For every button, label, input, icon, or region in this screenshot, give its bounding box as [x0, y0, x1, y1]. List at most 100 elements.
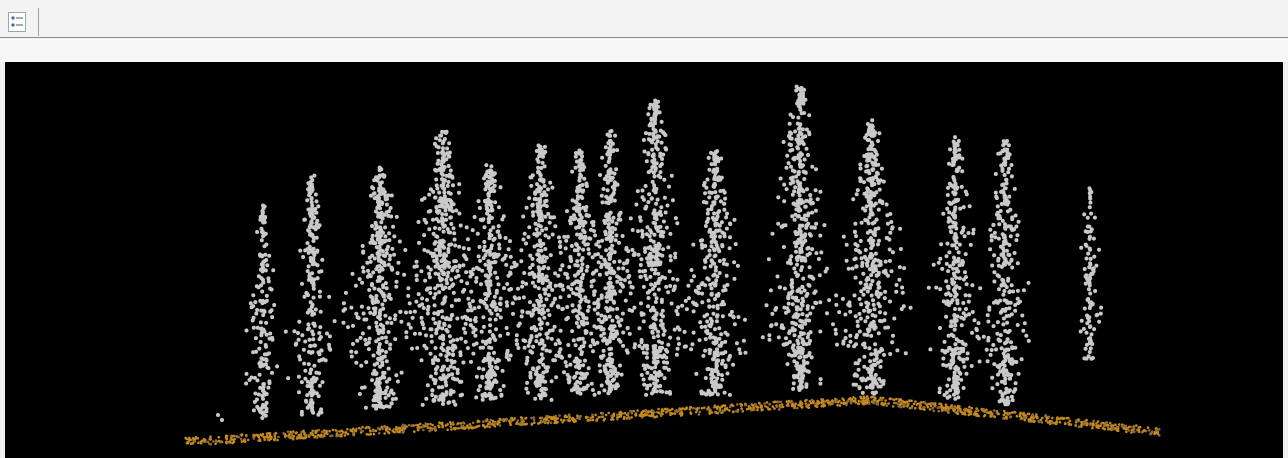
vegetation-point	[662, 376, 667, 381]
vegetation-point	[260, 230, 264, 234]
legend-button[interactable]	[8, 12, 26, 32]
ground-point	[1106, 425, 1110, 429]
vegetation-point	[650, 140, 654, 145]
vegetation-point	[723, 339, 728, 344]
vegetation-point	[526, 235, 531, 239]
ground-point	[274, 432, 278, 435]
vegetation-point	[719, 332, 724, 337]
vegetation-point	[453, 243, 458, 248]
ground-point	[908, 399, 912, 403]
vegetation-point	[416, 292, 421, 297]
ground-point	[986, 411, 989, 414]
vegetation-point	[611, 215, 616, 220]
ground-point	[229, 434, 233, 438]
vegetation-point	[367, 288, 372, 292]
vegetation-point	[495, 229, 500, 234]
vegetation-point	[442, 186, 447, 191]
ground-point	[454, 426, 457, 430]
vegetation-point	[457, 182, 462, 187]
vegetation-point	[615, 274, 620, 279]
ground-point	[344, 431, 348, 435]
vegetation-point	[443, 205, 448, 210]
vegetation-point	[562, 370, 566, 375]
vegetation-point	[445, 263, 450, 267]
vegetation-point	[449, 304, 454, 308]
vegetation-point	[251, 350, 256, 355]
vegetation-point	[447, 346, 452, 351]
vegetation-point	[389, 266, 394, 271]
ground-point	[1133, 427, 1136, 431]
vegetation-point	[384, 202, 389, 207]
vegetation-point	[395, 379, 400, 384]
ground-point	[303, 431, 306, 435]
vegetation-point	[719, 341, 724, 345]
vegetation-point	[647, 192, 652, 197]
ground-point	[1140, 431, 1144, 434]
vegetation-point	[484, 297, 488, 302]
vegetation-point	[612, 377, 616, 382]
vegetation-point	[257, 372, 262, 377]
point-cloud-view[interactable]	[5, 62, 1283, 458]
vegetation-point	[451, 353, 455, 357]
ground-point	[706, 408, 709, 411]
ground-point	[821, 398, 825, 401]
vegetation-point	[299, 380, 304, 385]
vegetation-point	[573, 165, 578, 170]
vegetation-point	[379, 180, 384, 185]
vegetation-point	[634, 202, 639, 207]
vegetation-point	[495, 275, 500, 280]
vegetation-point	[492, 236, 497, 241]
vegetation-point	[645, 225, 650, 230]
vegetation-point	[612, 171, 617, 176]
ground-point	[589, 417, 592, 420]
vegetation-point	[600, 320, 605, 324]
vegetation-point	[437, 248, 442, 252]
ground-point	[799, 400, 802, 403]
vegetation-point	[427, 192, 432, 197]
ground-point	[570, 417, 574, 420]
vegetation-point	[474, 265, 479, 270]
vegetation-point	[654, 161, 659, 166]
vegetation-point	[380, 348, 385, 353]
ground-point	[1009, 415, 1013, 419]
vegetation-point	[611, 328, 616, 332]
vegetation-point	[704, 185, 709, 190]
vegetation-point	[531, 308, 536, 313]
vegetation-point	[650, 165, 655, 170]
ground-point	[194, 437, 197, 441]
ground-point	[1056, 416, 1059, 419]
ground-point	[240, 433, 244, 436]
vegetation-point	[254, 349, 259, 354]
ground-point	[716, 412, 719, 415]
vegetation-point	[605, 299, 609, 304]
ground-point	[530, 422, 534, 426]
ground-point	[313, 436, 317, 439]
vegetation-point	[782, 182, 787, 187]
ground-point	[1026, 412, 1030, 416]
ground-point	[490, 423, 494, 426]
vegetation-point	[497, 246, 502, 251]
ground-point	[426, 426, 430, 429]
vegetation-point	[267, 336, 272, 341]
vegetation-point	[472, 306, 477, 311]
vegetation-point	[713, 283, 718, 288]
vegetation-point	[646, 260, 651, 265]
vegetation-point	[689, 347, 694, 352]
vegetation-point	[656, 384, 661, 389]
ground-point	[865, 395, 869, 398]
vegetation-point	[641, 269, 646, 274]
vegetation-point	[655, 355, 660, 360]
vegetation-point	[653, 300, 658, 304]
vegetation-point	[377, 315, 382, 320]
vegetation-point	[644, 232, 649, 237]
vegetation-point	[428, 286, 433, 291]
vegetation-point	[353, 283, 358, 288]
vegetation-point	[378, 404, 383, 409]
ground-point	[510, 419, 513, 423]
vegetation-point	[343, 290, 348, 295]
ground-point	[744, 403, 748, 407]
vegetation-point	[607, 253, 612, 258]
ground-point	[1037, 419, 1040, 423]
ground-point	[845, 403, 848, 407]
vegetation-point	[389, 214, 394, 219]
